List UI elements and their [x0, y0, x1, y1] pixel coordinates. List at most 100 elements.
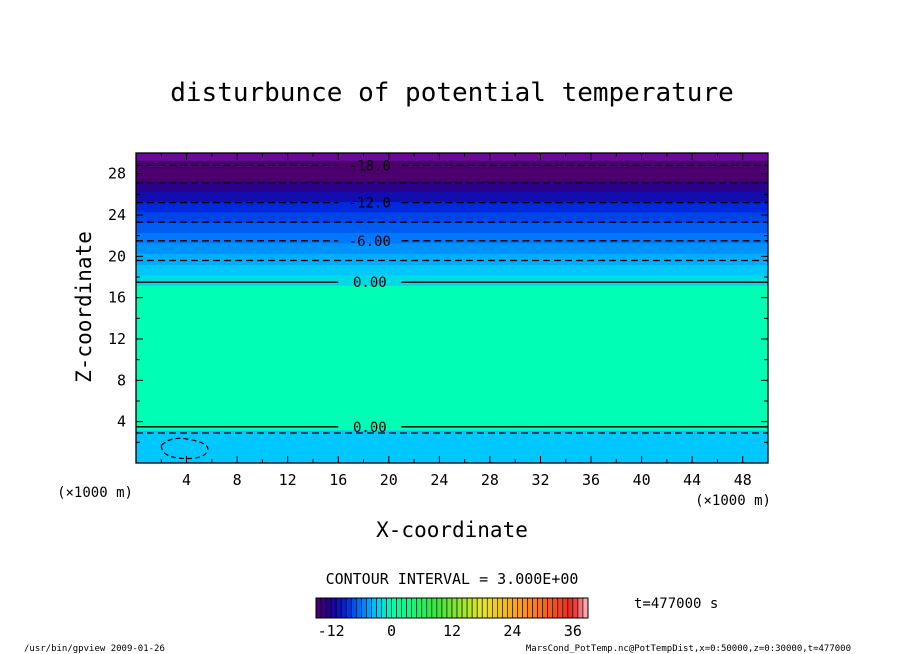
- colorbar-segment: [361, 597, 367, 619]
- colorbar-segment: [416, 597, 423, 619]
- colorbar-segment: [552, 597, 559, 619]
- colorbar-segment: [522, 597, 528, 619]
- contour-label: -12.0: [349, 196, 391, 212]
- colorbar-segment: [446, 597, 453, 619]
- colorbar-segment: [366, 597, 372, 619]
- colorbar-segment: [340, 597, 347, 619]
- colorbar-segment: [471, 597, 478, 619]
- colorbar-tick-label: 0: [387, 622, 396, 640]
- y-tick-label: 4: [117, 413, 126, 431]
- contour-band: [136, 253, 768, 266]
- colorbar-segment: [401, 597, 407, 619]
- chart-title: disturbunce of potential temperature: [170, 78, 734, 108]
- x-unit-right: (×1000 m): [695, 493, 771, 509]
- x-axis-label: X-coordinate: [376, 518, 528, 542]
- colorbar-segment: [426, 597, 433, 619]
- colorbar-segment: [542, 597, 549, 619]
- contour-band: [136, 211, 768, 223]
- colorbar-segment: [406, 597, 413, 619]
- colorbar-frame: [315, 597, 589, 619]
- contour-band: [136, 429, 768, 464]
- x-tick-label: 24: [430, 471, 448, 489]
- colorbar-segment: [315, 597, 322, 619]
- plot-area: -18.0 -12.0 -6.00 0.00 0.00: [135, 152, 769, 464]
- colorbar-segment: [567, 597, 574, 619]
- colorbar-segment: [532, 597, 538, 619]
- y-tick-label: 16: [108, 289, 126, 307]
- y-tick-label: 12: [108, 330, 126, 348]
- colorbar-segment: [396, 597, 402, 619]
- colorbar-segment: [345, 597, 352, 619]
- contour-line: -6.00: [136, 234, 768, 250]
- colorbar-tick-label: 36: [564, 622, 582, 640]
- x-tick-label: 16: [329, 471, 347, 489]
- contour-band: [136, 285, 768, 431]
- contour-label: 0.00: [353, 420, 387, 436]
- colorbar-segment: [476, 597, 483, 619]
- colorbar-segment: [507, 597, 513, 619]
- colorbar-segment: [320, 597, 327, 619]
- x-tick-label: 44: [683, 471, 701, 489]
- colorbar-segment: [325, 597, 332, 619]
- contour-band: [136, 242, 768, 254]
- colorbar-tick-label: 24: [503, 622, 521, 640]
- contour-label: 0.00: [353, 275, 387, 291]
- time-label: t=477000 s: [634, 596, 718, 612]
- colorbar-segment: [441, 597, 448, 619]
- contour-line: -12.0: [136, 196, 768, 212]
- colorbar-segment: [491, 597, 498, 619]
- contour-band: [136, 153, 768, 161]
- contour-band: [136, 180, 768, 192]
- y-tick-label: 28: [108, 165, 126, 183]
- contour-band: [136, 191, 768, 203]
- contour-label: -6.00: [349, 234, 391, 250]
- y-axis-label: Z-coordinate: [72, 231, 96, 383]
- colorbar-segment: [562, 597, 569, 619]
- y-tick-label: 8: [117, 371, 126, 389]
- colorbar-segment: [391, 597, 397, 619]
- x-tick-label: 32: [531, 471, 549, 489]
- y-tick-label: 20: [108, 247, 126, 265]
- contour-line: -18.0: [136, 158, 768, 174]
- colorbar-segment: [350, 597, 357, 619]
- colorbar-segment: [481, 597, 488, 619]
- colorbar-segment: [335, 597, 342, 619]
- contour-band: [136, 170, 768, 182]
- colorbar-segment: [517, 597, 523, 619]
- colorbar-segment: [355, 597, 362, 619]
- colorbar-segment: [386, 597, 392, 619]
- contour-band: [136, 274, 768, 286]
- y-axis: 4 8 12 16 20 24 28: [108, 152, 768, 464]
- contour-band: [136, 201, 768, 213]
- colorbar-segment: [376, 597, 382, 619]
- colorbar-segment: [572, 597, 579, 619]
- x-tick-label: 20: [380, 471, 398, 489]
- colorbar-segment: [411, 597, 418, 619]
- x-tick-label: 4: [182, 471, 191, 489]
- contour-line: 0.00: [136, 275, 768, 291]
- colorbar-segment: [537, 597, 543, 619]
- closed-contour: [160, 437, 209, 460]
- contour-band: [136, 232, 768, 244]
- contour-band: [136, 264, 768, 276]
- colorbar-segment: [497, 597, 503, 619]
- y-tick-label: 24: [108, 206, 126, 224]
- colorbar-segment: [381, 597, 387, 619]
- x-tick-label: 36: [582, 471, 600, 489]
- colorbar-segment: [502, 597, 508, 619]
- contour-label: -18.0: [349, 158, 391, 174]
- colorbar-segment: [577, 597, 584, 619]
- x-unit-left: (×1000 m): [57, 485, 133, 501]
- x-tick-label: 8: [233, 471, 242, 489]
- x-tick-label: 40: [633, 471, 651, 489]
- contour-band: [136, 222, 768, 234]
- colorbar-segment: [371, 597, 377, 619]
- contour-line: 0.00: [136, 420, 768, 436]
- x-tick-label: 28: [481, 471, 499, 489]
- colorbar-segment: [436, 597, 443, 619]
- colorbar-segment: [461, 597, 468, 619]
- colorbar-segment: [330, 597, 337, 619]
- colorbar-segment: [547, 597, 554, 619]
- colorbar-segment: [486, 597, 493, 619]
